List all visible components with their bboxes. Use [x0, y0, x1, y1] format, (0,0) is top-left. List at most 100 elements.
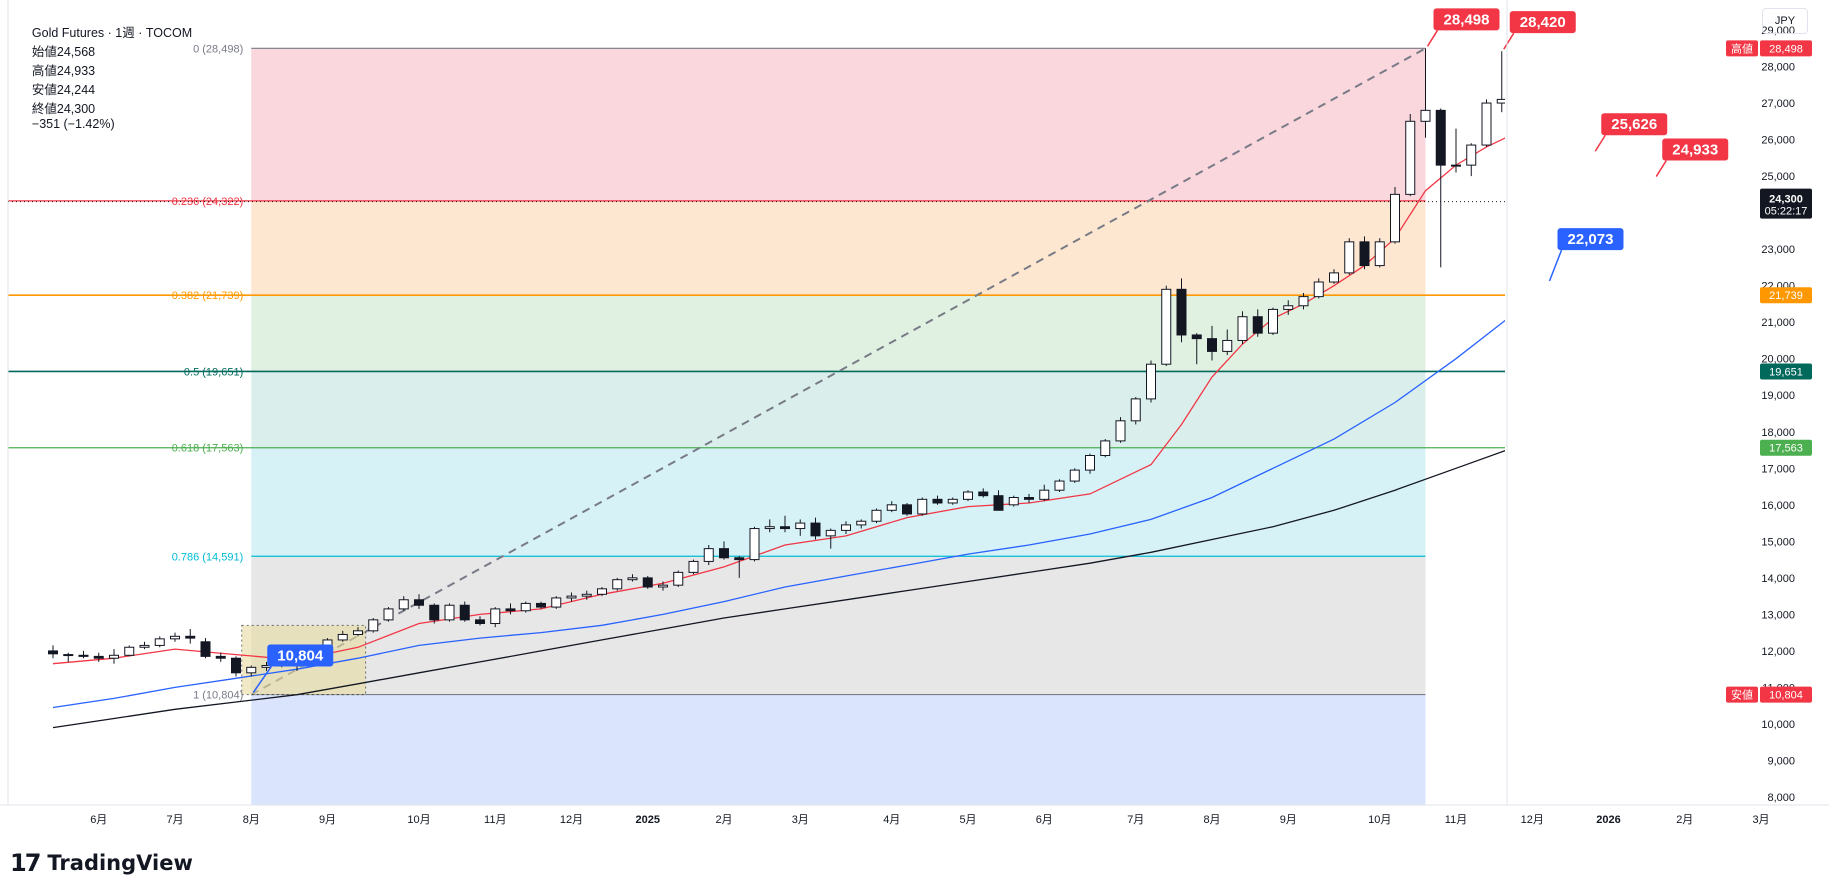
candle[interactable]: [48, 645, 58, 659]
candle[interactable]: [1252, 309, 1263, 337]
candle[interactable]: [170, 632, 180, 642]
callout-10804[interactable]: 10,804: [252, 644, 334, 694]
candle[interactable]: [749, 526, 760, 562]
candle[interactable]: [1176, 278, 1187, 343]
candle[interactable]: [444, 603, 455, 622]
candle[interactable]: [1650, 179, 1659, 204]
candle[interactable]: [1619, 183, 1628, 221]
candle[interactable]: [154, 636, 165, 648]
candle[interactable]: [429, 603, 440, 624]
candle[interactable]: [581, 590, 592, 600]
candle[interactable]: [917, 497, 928, 516]
candle[interactable]: [1069, 468, 1080, 483]
price-tag-17563[interactable]: 17,563: [1760, 439, 1812, 456]
candle[interactable]: [978, 488, 989, 498]
candle[interactable]: [1374, 238, 1385, 268]
candle[interactable]: [353, 627, 363, 637]
callout-28420[interactable]: 28,420: [1503, 11, 1576, 50]
candle[interactable]: [1344, 238, 1355, 275]
candle[interactable]: [1589, 153, 1598, 181]
candle[interactable]: [871, 508, 882, 524]
candle[interactable]: [1390, 187, 1400, 244]
candle[interactable]: [1451, 128, 1461, 173]
candle[interactable]: [1481, 99, 1492, 147]
candle[interactable]: [231, 656, 241, 677]
candle[interactable]: [505, 603, 516, 615]
candle[interactable]: [1268, 307, 1278, 335]
candle[interactable]: [246, 665, 257, 677]
candle[interactable]: [520, 601, 531, 613]
candle[interactable]: [1513, 88, 1522, 115]
candle[interactable]: [947, 497, 958, 505]
candle[interactable]: [856, 519, 867, 529]
candle[interactable]: [719, 541, 729, 560]
candle[interactable]: [566, 592, 577, 602]
candle[interactable]: [1604, 158, 1613, 195]
candle[interactable]: [1191, 333, 1202, 365]
candle[interactable]: [1222, 329, 1233, 356]
candle[interactable]: [1558, 165, 1567, 236]
price-tag-21739[interactable]: 21,739: [1760, 287, 1812, 304]
candle[interactable]: [703, 544, 714, 566]
candle[interactable]: [1161, 285, 1172, 367]
candle[interactable]: [795, 519, 806, 536]
candle[interactable]: [627, 574, 638, 582]
candle[interactable]: [1359, 236, 1370, 270]
candle[interactable]: [886, 501, 897, 513]
candle[interactable]: [932, 495, 943, 505]
callout-28498[interactable]: 28,498: [1426, 8, 1500, 47]
candle[interactable]: [1329, 269, 1339, 284]
candle[interactable]: [536, 601, 546, 609]
candle[interactable]: [109, 649, 119, 664]
price-tag-28498[interactable]: 28,498 高値: [1726, 40, 1812, 57]
candle[interactable]: [642, 576, 653, 589]
candle[interactable]: [1435, 108, 1446, 268]
candle[interactable]: [1298, 292, 1309, 310]
tradingview-logo[interactable]: 𝟭𝟳 TradingView: [10, 849, 193, 877]
candle[interactable]: [78, 650, 89, 659]
candle[interactable]: [200, 638, 211, 659]
price-tag-10804[interactable]: 10,804 安値: [1726, 686, 1812, 703]
candle[interactable]: [1420, 48, 1431, 138]
candle[interactable]: [1207, 325, 1217, 361]
candle[interactable]: [1283, 300, 1294, 315]
candle[interactable]: [1496, 51, 1506, 113]
candle[interactable]: [1237, 311, 1248, 345]
candle[interactable]: [475, 616, 485, 626]
candle[interactable]: [215, 652, 226, 662]
candle[interactable]: [810, 517, 821, 540]
candle[interactable]: [368, 618, 379, 633]
candle[interactable]: [1528, 92, 1537, 154]
candle[interactable]: [993, 490, 1004, 511]
candle[interactable]: [551, 596, 562, 609]
candle[interactable]: [1146, 360, 1156, 403]
candle[interactable]: [1313, 278, 1324, 299]
candle[interactable]: [1054, 479, 1065, 493]
candle[interactable]: [383, 607, 394, 622]
candle[interactable]: [780, 515, 790, 533]
symbol-title[interactable]: Gold Futures · 1週 · TOCOM: [31, 26, 193, 40]
candle[interactable]: [658, 581, 668, 591]
candle[interactable]: [490, 607, 501, 628]
candle[interactable]: [1466, 143, 1477, 177]
candle[interactable]: [124, 645, 135, 657]
price-tag-19651[interactable]: 19,651: [1760, 363, 1812, 380]
candle[interactable]: [337, 630, 348, 642]
candle[interactable]: [414, 594, 424, 609]
candle[interactable]: [841, 521, 851, 535]
candle[interactable]: [185, 628, 196, 644]
candle[interactable]: [764, 519, 775, 533]
candle[interactable]: [1115, 417, 1126, 443]
candle[interactable]: [398, 596, 409, 611]
candle[interactable]: [1024, 493, 1034, 503]
candle[interactable]: [1100, 439, 1111, 458]
candle[interactable]: [1130, 397, 1141, 425]
callout-25626[interactable]: 25,626: [1594, 113, 1668, 152]
currency-button[interactable]: JPY: [1762, 8, 1808, 34]
candle[interactable]: [597, 586, 607, 597]
candle[interactable]: [825, 528, 836, 549]
candle[interactable]: [93, 652, 104, 662]
candle[interactable]: [734, 555, 745, 578]
